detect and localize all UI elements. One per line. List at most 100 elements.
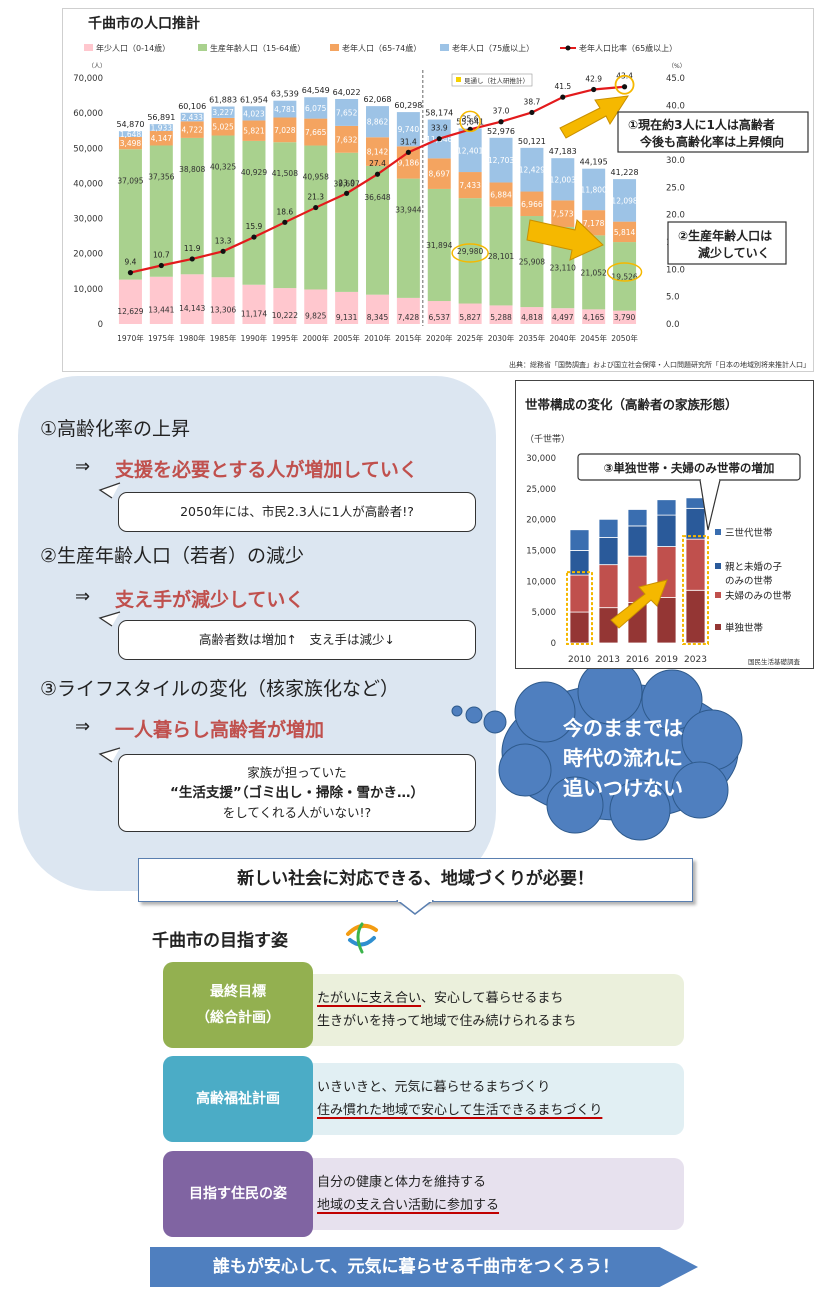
- callout-decorations: [98, 482, 743, 841]
- pop-ytick: 10,000: [73, 285, 103, 295]
- pop-bar-label: 9,186: [398, 158, 420, 167]
- pop-legend-label: 老年人口（65-74歳）: [342, 43, 421, 53]
- household-bar-segment: [627, 525, 648, 557]
- pop-xtick: 2025年: [457, 333, 484, 343]
- callout-tail-2: [98, 611, 121, 627]
- pop-xtick: 2040年: [549, 333, 576, 343]
- pop-bar-label: 31,894: [426, 241, 452, 250]
- household-bar-segment: [685, 538, 706, 591]
- household-ytick: 25,000: [526, 485, 556, 495]
- household-xtick: 2019: [655, 655, 678, 665]
- pop-bar-label: 9,131: [336, 313, 358, 322]
- pop-bar-segment: [489, 182, 513, 207]
- pop-bar-segment: [582, 309, 606, 324]
- pop-bar-label: 1,933: [151, 124, 173, 133]
- aging-ratio-label: 38.7: [524, 97, 541, 106]
- pop-xtick: 2000年: [302, 333, 329, 343]
- pop-xtick: 2050年: [611, 333, 638, 343]
- pop-bar-segment: [366, 165, 389, 295]
- pop-ytick: 50,000: [73, 144, 103, 154]
- city-logo-icon: [346, 922, 378, 954]
- plan-item-emphasis: 地域の支え合い活動に参加する: [317, 1198, 500, 1213]
- need-banner: 新しい社会に対応できる、地域づくりが必要！: [138, 858, 693, 902]
- pop-bar-label: 36,648: [364, 193, 390, 202]
- pop-bar-label: 7,632: [336, 135, 358, 144]
- household-bar-segment: [656, 597, 677, 644]
- plan-label-line: 高齢福祉計画: [196, 1091, 280, 1107]
- pop-total-label: 64,549: [302, 86, 330, 95]
- pop-total-label: 64,022: [333, 88, 361, 97]
- pop-bar-segment: [582, 210, 606, 236]
- pop-y2tick: 5.0: [666, 293, 680, 303]
- final-goal-label: 最終目標 （総合計画）: [163, 962, 313, 1048]
- aging-ratio-label: 27.4: [369, 159, 386, 168]
- pop-bar-label: 39,607: [333, 180, 359, 189]
- pop-bar-label: 6,884: [490, 191, 512, 200]
- pop-ytick: 40,000: [73, 179, 103, 189]
- pop-y2tick: 30.0: [666, 156, 685, 166]
- household-bar-segment: [598, 537, 619, 566]
- household-bar-segment: [569, 574, 590, 613]
- pop-bar-label: 7,028: [274, 126, 296, 135]
- pop-total-label: 41,228: [611, 168, 639, 177]
- pop-bar-label: 7,665: [305, 128, 327, 137]
- pop-bar-segment: [366, 294, 389, 324]
- pop-bar-segment: [180, 112, 204, 122]
- thought-cloud: [451, 659, 743, 841]
- pop-bar-segment: [242, 140, 266, 285]
- pop-total-label: 61,883: [209, 96, 237, 105]
- household-legend-swatch: [715, 624, 721, 630]
- pop-bar-label: 5,288: [490, 313, 512, 322]
- pop-bar-segment: [613, 310, 637, 324]
- pop-bar-label: 38,808: [179, 165, 205, 174]
- pop-bar-segment: [118, 136, 142, 150]
- household-axes: 世帯構成の変化（高齢者の家族形態） （千世帯） 0 5,000 10,000 15,000…: [525, 397, 801, 666]
- pop-ytick: 60,000: [73, 109, 103, 119]
- pop-bar-label: 2,433: [181, 113, 203, 122]
- population-axes: （人） （%） 0 10,000 20,000 30,000 40,000 50,000 60,…: [73, 63, 685, 343]
- household-ytick: 5,000: [532, 608, 556, 618]
- pop-ytick: 70,000: [73, 74, 103, 84]
- issue-3-note-line-2: “生活支援”（ゴミ出し・掃除・雪かき…）: [170, 785, 424, 801]
- aging-ratio-point: [560, 94, 566, 100]
- pop-bar-segment: [242, 106, 266, 121]
- pop-ytick: 30,000: [73, 215, 103, 225]
- pop-bar-segment: [118, 279, 142, 324]
- plan-item: ・地域の支え合い活動に参加する: [304, 1194, 684, 1217]
- pop-total-label: 60,106: [178, 102, 206, 111]
- cloud-line-1: 今のままでは: [563, 716, 683, 740]
- household-chart: 世帯構成の変化（高齢者の家族形態） （千世帯） 0 5,000 10,000 15,000…: [525, 397, 801, 666]
- pop-xtick: 1970年: [117, 333, 144, 343]
- pop-bar-segment: [427, 301, 451, 324]
- household-legend-swatch: [715, 592, 721, 598]
- pop-y2tick: 10.0: [666, 265, 685, 275]
- pop-total-label: 47,183: [549, 147, 577, 156]
- pop-bar-segment: [366, 106, 389, 138]
- pop-legend-swatch: [440, 44, 449, 51]
- pop-bar-label: 12,003: [550, 175, 576, 184]
- household-callout-tail-mask: [701, 477, 719, 481]
- pop-xtick: 2045年: [580, 333, 607, 343]
- pop-xtick: 1980年: [179, 333, 206, 343]
- household-legend-swatch: [715, 529, 721, 535]
- aging-ratio-label: 42.9: [585, 74, 602, 83]
- goal-title: 千曲市の目指す姿: [152, 931, 288, 951]
- household-annotations: ③単独世帯・夫婦のみ世帯の増加: [566, 453, 801, 645]
- pop-bar-label: 7,178: [583, 219, 605, 228]
- pop-bar-label: 6,966: [521, 200, 543, 209]
- pop-bar-segment: [335, 291, 359, 324]
- pop-bar-label: 9,825: [305, 312, 327, 321]
- household-legend-label: のみの世帯: [725, 575, 773, 587]
- pop-bar-label: 37,356: [148, 172, 174, 181]
- pop-y2tick: 0.0: [666, 320, 680, 330]
- callout-tail-3: [98, 747, 121, 763]
- pop-bar-segment: [520, 307, 544, 324]
- pop-bar-label: 14,143: [179, 304, 205, 313]
- pop-bar-segment: [149, 124, 173, 131]
- issue-3-arrow: ⇒: [75, 716, 91, 737]
- aging-ratio-point: [127, 270, 134, 276]
- aging-ratio-point: [251, 234, 257, 240]
- pop-xtick: 2030年: [488, 333, 515, 343]
- annotation-2-box: [667, 221, 787, 265]
